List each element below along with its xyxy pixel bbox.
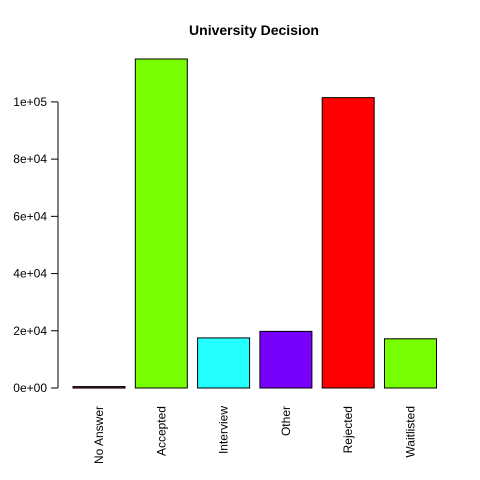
bar-other	[259, 330, 313, 389]
x-tick-label: Interview	[217, 406, 231, 454]
x-tick-label: Rejected	[341, 406, 355, 453]
y-tick-label: 2e+04	[13, 324, 47, 338]
bar-waitlisted	[384, 338, 437, 389]
bar-accepted	[134, 58, 188, 389]
y-tick-label: 1e+05	[13, 95, 47, 109]
x-tick-label: Accepted	[154, 406, 168, 456]
bars	[72, 58, 437, 389]
bar-interview	[197, 337, 251, 389]
bar-no-answer	[72, 386, 126, 389]
x-tick-label: Other	[279, 406, 293, 436]
chart-title: University Decision	[189, 22, 319, 38]
y-tick-label: 4e+04	[13, 267, 47, 281]
bar-rejected	[321, 97, 375, 389]
x-tick-label: No Answer	[92, 406, 106, 464]
x-tick-label: Waitlisted	[404, 406, 418, 458]
x-axis-labels: No Answer Accepted Interview Other Rejected W…	[92, 406, 418, 464]
y-tick-label: 6e+04	[13, 209, 47, 223]
y-tick-label: 8e+04	[13, 152, 47, 166]
y-tick-label: 0e+00	[13, 381, 47, 395]
y-axis: 0e+00 2e+04 4e+04 6e+04 8e+04 1e+05	[13, 95, 59, 395]
